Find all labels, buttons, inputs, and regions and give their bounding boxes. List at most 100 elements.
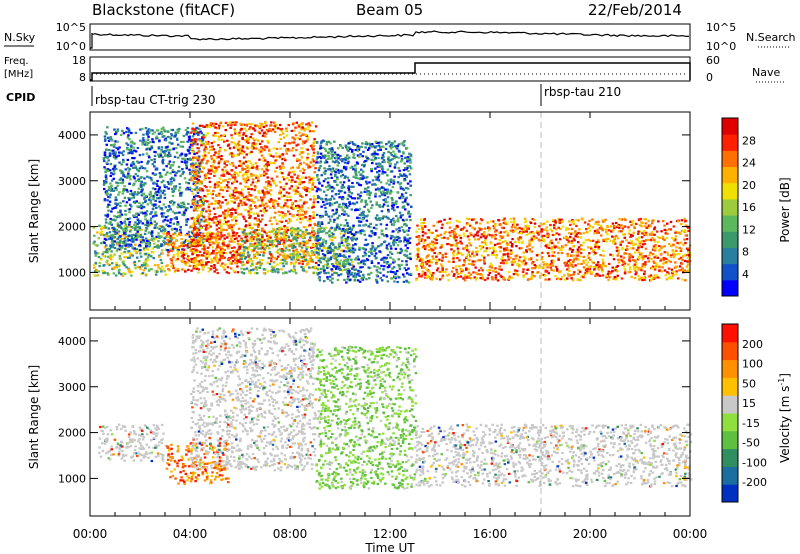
echo-cell (168, 160, 172, 163)
echo-cell (240, 188, 244, 191)
echo-cell (216, 244, 220, 247)
echo-cell (133, 201, 137, 204)
echo-cell (206, 159, 209, 162)
echo-cell (150, 194, 153, 197)
echo-cell (104, 171, 107, 174)
echo-cell (268, 180, 271, 183)
echo-cell (104, 156, 107, 159)
echo-cell (160, 226, 164, 229)
echo-cell (99, 232, 102, 235)
echo-cell (162, 212, 166, 215)
echo-cell (146, 243, 150, 246)
echo-cell (196, 181, 200, 184)
echo-cell (131, 157, 134, 160)
echo-cell (367, 197, 371, 200)
echo-cell (169, 178, 173, 181)
echo-cell (264, 163, 268, 166)
echo-cell (160, 189, 163, 192)
echo-cell (226, 210, 230, 213)
echo-cell (352, 185, 355, 188)
echo-cell (250, 133, 253, 136)
echo-cell (325, 185, 328, 189)
echo-cell (112, 169, 116, 172)
echo-cell (389, 270, 393, 273)
echo-cell (317, 272, 321, 275)
echo-cell (197, 237, 200, 240)
echo-cell (141, 141, 144, 144)
echo-cell (184, 244, 188, 247)
echo-cell (217, 144, 220, 147)
echo-cell (203, 239, 206, 242)
echo-cell (241, 174, 245, 177)
echo-cell (147, 154, 150, 158)
echo-cell (206, 132, 209, 135)
echo-cell (304, 127, 307, 130)
echo-cell (147, 244, 150, 247)
echo-cell (136, 256, 139, 259)
echo-cell (202, 224, 206, 227)
echo-cell (277, 230, 281, 233)
echo-cell (132, 262, 136, 265)
echo-cell (285, 236, 288, 239)
echo-cell (123, 227, 127, 230)
echo-cell (122, 272, 125, 275)
echo-cell (294, 245, 297, 249)
echo-cell (247, 187, 250, 190)
echo-cell (348, 227, 351, 231)
echo-cell (225, 169, 228, 172)
echo-cell (166, 171, 169, 174)
echo-cell (251, 123, 254, 126)
echo-cell (312, 205, 315, 208)
echo-cell (113, 227, 116, 231)
echo-cell (232, 180, 236, 183)
echo-cell (316, 201, 320, 204)
echo-cell (112, 226, 116, 229)
echo-cell (113, 253, 116, 256)
echo-cell (162, 179, 165, 182)
echo-cell (331, 209, 334, 212)
echo-cell (191, 230, 194, 233)
echo-cell (151, 163, 154, 166)
echo-cell (198, 234, 201, 237)
echo-cell (201, 266, 205, 269)
echo-cell (167, 162, 170, 165)
echo-cell (332, 220, 336, 224)
echo-cell (191, 188, 194, 191)
echo-cell (156, 190, 160, 193)
echo-cell (317, 231, 320, 234)
echo-cell (107, 195, 110, 198)
echo-cell (183, 240, 187, 243)
echo-cell (150, 223, 154, 226)
echo-cell (254, 162, 258, 165)
echo-cell (396, 280, 399, 284)
echo-cell (105, 190, 108, 193)
echo-cell (214, 236, 217, 239)
echo-cell (401, 273, 405, 276)
echo-cell (312, 130, 315, 133)
echo-cell (312, 160, 316, 163)
echo-cell (313, 253, 316, 256)
echo-cell (201, 136, 204, 139)
echo-cell (335, 259, 339, 262)
echo-cell (139, 220, 142, 223)
echo-cell (390, 170, 394, 173)
echo-cell (356, 149, 360, 152)
echo-cell (221, 189, 225, 192)
echo-cell (106, 199, 109, 202)
echo-cell (252, 256, 256, 259)
echo-cell (308, 215, 312, 218)
echo-cell (111, 235, 114, 238)
echo-cell (219, 225, 223, 228)
echo-cell (169, 225, 172, 228)
echo-cell (228, 234, 231, 237)
echo-cell (230, 255, 234, 258)
echo-cell (294, 180, 297, 183)
echo-cell (136, 160, 139, 163)
echo-cell (363, 187, 367, 190)
echo-cell (292, 242, 296, 245)
echo-cell (359, 220, 363, 223)
echo-cell (221, 240, 225, 243)
echo-cell (110, 144, 113, 147)
echo-cell (149, 177, 153, 180)
echo-cell (221, 249, 224, 252)
